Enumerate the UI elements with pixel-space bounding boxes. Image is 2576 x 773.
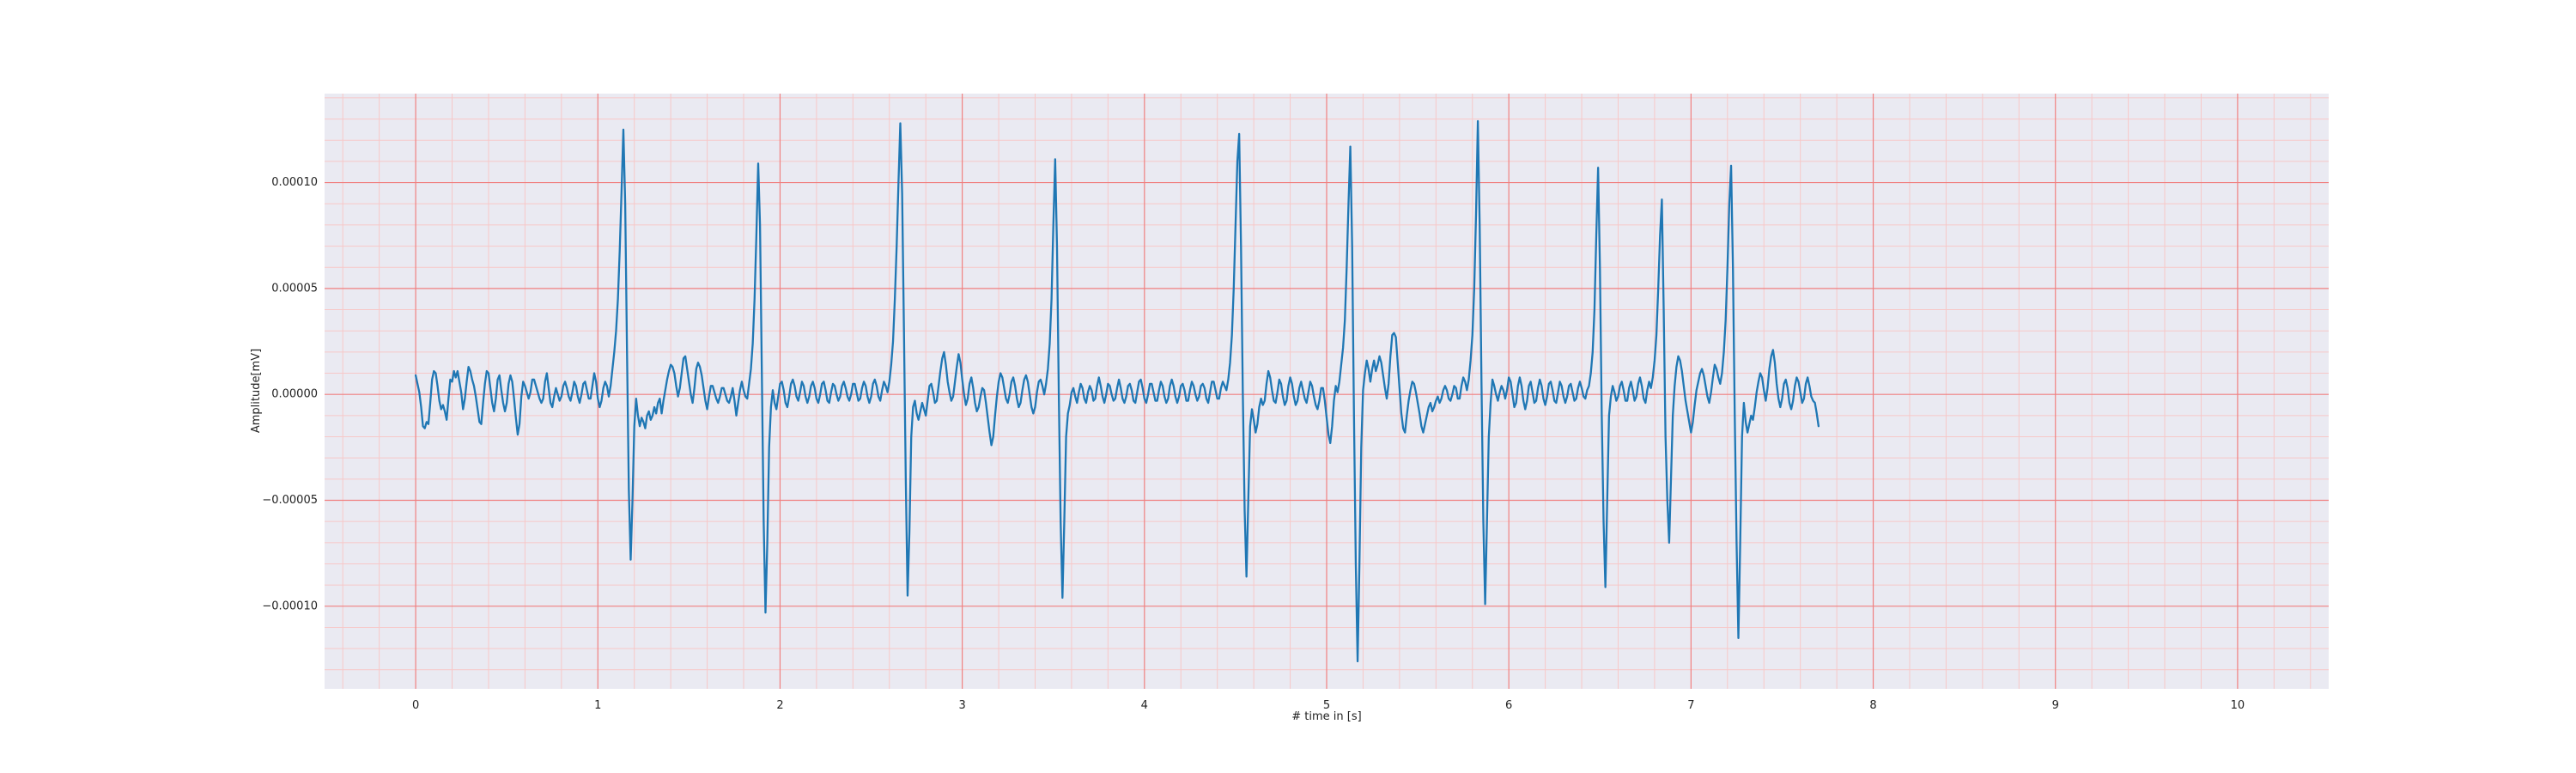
x-tick-label: 6 <box>1505 699 1512 712</box>
y-axis-ticks: −0.00010 −0.00005 0.00000 0.00005 0.00010 <box>262 176 318 612</box>
x-tick-label: 8 <box>1869 699 1876 712</box>
major-grid <box>325 94 2329 689</box>
y-axis-label: Amplitude[mV] <box>250 349 263 433</box>
y-tick-label: 0.00000 <box>271 388 318 401</box>
x-tick-label: 1 <box>594 699 601 712</box>
x-tick-label: 7 <box>1687 699 1694 712</box>
x-tick-label: 10 <box>2231 699 2245 712</box>
x-tick-label: 3 <box>958 699 965 712</box>
y-tick-label: −0.00005 <box>262 494 318 507</box>
x-axis-ticks: 0 1 2 3 4 5 6 7 8 9 10 <box>412 699 2245 712</box>
y-tick-label: 0.00005 <box>271 282 318 295</box>
x-tick-label: 5 <box>1323 699 1330 712</box>
y-tick-label: −0.00010 <box>262 600 318 612</box>
series-line <box>414 119 1820 663</box>
y-tick-label: 0.00010 <box>271 176 318 189</box>
x-tick-label: 9 <box>2052 699 2059 712</box>
x-tick-label: 0 <box>412 699 419 712</box>
x-tick-label: 4 <box>1141 699 1148 712</box>
series-line-group <box>414 119 1820 663</box>
x-axis-label: # time in [s] <box>1291 710 1361 723</box>
x-tick-label: 2 <box>776 699 783 712</box>
